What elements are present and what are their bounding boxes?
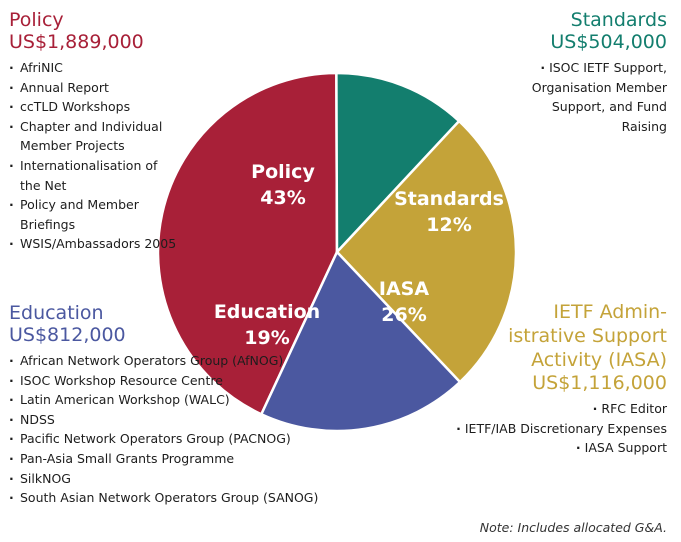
list-item: Internationalisation of the Net xyxy=(9,156,179,195)
slice-percent-education: 19% xyxy=(244,327,289,349)
iasa-title-line-3: Activity (IASA) xyxy=(531,349,667,371)
slice-label-iasa: IASA xyxy=(379,278,429,300)
list-item: Chapter and Individual Member Projects xyxy=(9,117,179,156)
slice-label-standards: Standards xyxy=(394,188,504,210)
education-section: Education US$812,000 African Network Ope… xyxy=(9,302,349,508)
pie-slice-standards xyxy=(335,71,461,256)
list-item: Annual Report xyxy=(9,78,179,98)
list-item: Policy and Member Briefings xyxy=(9,195,179,234)
policy-section: Policy US$1,889,000 AfriNIC Annual Repor… xyxy=(9,9,179,254)
list-item: ISOC Workshop Resource Centre xyxy=(9,371,349,391)
policy-title: Policy xyxy=(9,9,64,31)
list-item: Pacific Network Operators Group (PACNOG) xyxy=(9,429,349,449)
list-item: African Network Operators Group (AfNOG) xyxy=(9,351,349,371)
list-item: ISOC IETF Support, Organisation Member S… xyxy=(507,58,667,136)
education-title: Education xyxy=(9,302,104,324)
slice-label-education: Education xyxy=(214,301,320,323)
standards-section: Standards US$504,000 ISOC IETF Support, … xyxy=(467,9,667,136)
footnote: Note: Includes allocated G&A. xyxy=(479,520,667,535)
iasa-section: IETF Admin- istrative Support Activity (… xyxy=(427,300,667,458)
iasa-amount: US$1,116,000 xyxy=(532,372,667,394)
list-item: ccTLD Workshops xyxy=(9,97,179,117)
list-item: WSIS/Ambassadors 2005 xyxy=(9,234,179,254)
standards-items: ISOC IETF Support, Organisation Member S… xyxy=(507,58,667,136)
slice-percent-standards: 12% xyxy=(426,214,471,236)
iasa-title-line-2: istrative Support xyxy=(508,325,667,347)
list-item: SilkNOG xyxy=(9,469,349,489)
list-item: IETF/IAB Discretionary Expenses xyxy=(427,419,667,439)
list-item: IASA Support xyxy=(427,438,667,458)
list-item: NDSS xyxy=(9,410,349,430)
education-amount: US$812,000 xyxy=(9,324,126,346)
policy-items: AfriNIC Annual Report ccTLD Workshops Ch… xyxy=(9,58,179,254)
slice-percent-iasa: 26% xyxy=(381,304,426,326)
standards-amount: US$504,000 xyxy=(550,31,667,53)
list-item: Pan-Asia Small Grants Programme xyxy=(9,449,349,469)
list-item: AfriNIC xyxy=(9,58,179,78)
education-items: African Network Operators Group (AfNOG) … xyxy=(9,351,349,508)
pie-slice-iasa xyxy=(335,119,518,384)
list-item: South Asian Network Operators Group (SAN… xyxy=(9,488,349,508)
iasa-title-line-1: IETF Admin- xyxy=(553,301,667,323)
list-item: RFC Editor xyxy=(427,399,667,419)
iasa-items: RFC Editor IETF/IAB Discretionary Expens… xyxy=(427,399,667,458)
slice-percent-policy: 43% xyxy=(260,187,305,209)
slice-label-policy: Policy xyxy=(251,161,315,183)
list-item: Latin American Workshop (WALC) xyxy=(9,390,349,410)
standards-title: Standards xyxy=(570,9,667,31)
policy-amount: US$1,889,000 xyxy=(9,31,144,53)
